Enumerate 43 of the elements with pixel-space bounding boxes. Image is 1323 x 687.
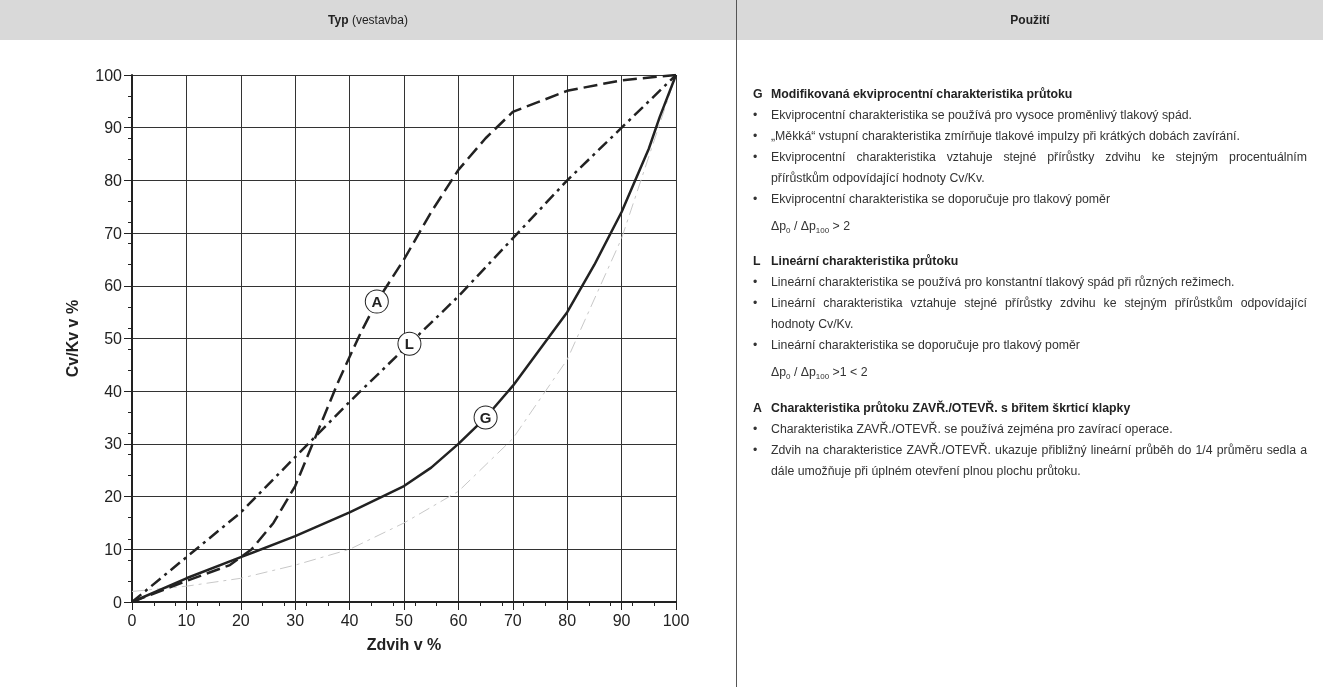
x-tick-label: 20 — [231, 611, 250, 629]
x-tick-label: 70 — [503, 611, 522, 629]
y-tick-label: 100 — [95, 66, 123, 84]
text: G Modifikovaná ekviprocentní charakteristika průtoku — [753, 86, 1073, 103]
y-tick-label: 20 — [104, 488, 123, 506]
y-tick-label: 10 — [104, 540, 123, 558]
series-label: L — [404, 335, 415, 353]
x-axis-title: Zdvih v % — [366, 635, 442, 653]
text: • Ekviprocentní charakteristika vztahuje stejné přírůstky zdvihu ke stejným procentuálním přírůstkům odpovídající hodnoty Cv/Kv. — [753, 149, 1307, 187]
x-tick-label: 30 — [286, 611, 305, 629]
text: • Ekviprocentní charakteristika se používá pro vysoce proměnlivý tlakový spád. — [753, 107, 1193, 124]
chart-title: Typ (vestavba) — [328, 13, 408, 27]
x-tick-label: 10 — [177, 611, 196, 629]
x-tick-label: 40 — [340, 611, 359, 629]
text: Použití — [1010, 13, 1050, 27]
x-tick-label: 60 — [449, 611, 468, 629]
y-tick-label: 70 — [104, 224, 123, 242]
text: • Zdvih na charakteristice ZAVŘ./OTEVŘ. ukazuje přibližný lineární průběh do 1/4 průměru sedla a dále umožňuje při úplném otevření plnou plochu průtoku. — [753, 441, 1307, 480]
y-tick-label: 90 — [104, 119, 123, 137]
x-tick-label: 90 — [612, 611, 631, 629]
y-tick-label: 30 — [104, 435, 123, 453]
text: • Lineární charakteristika vztahuje stejné přírůstky zdvihu ke stejným přírůstkům odpovídající hodnoty Cv/Kv. — [753, 295, 1307, 334]
text: Δp$_{0}$ / Δp$_{100}$ > 2 — [770, 218, 852, 238]
x-tick-label: 80 — [558, 611, 577, 629]
y-tick-label: 0 — [113, 593, 123, 611]
x-tick-label: 100 — [662, 611, 690, 629]
text: • „Měkká“ vstupní charakteristika zmírňuje tlakové impulzy při krátkých dobách zavírání. — [753, 128, 1240, 145]
text: • Charakteristika ZAVŘ./OTEVŘ. se používá zejména pro zavírací operace. — [753, 420, 1173, 438]
series-label: A — [371, 293, 383, 311]
text: • Lineární charakteristika se doporučuje pro tlakový poměr — [753, 337, 1080, 355]
text: • Lineární charakteristika se používá pro konstantní tlakový spád při různých režimech. — [753, 274, 1235, 292]
text: L Lineární charakteristika průtoku — [753, 253, 959, 271]
x-tick-label: 50 — [395, 611, 413, 629]
series-label: G — [479, 409, 492, 427]
y-axis-title: Cv/Kv v % — [63, 299, 81, 378]
text: • Ekviprocentní charakteristika se doporučuje pro tlakový poměr — [753, 191, 1111, 208]
y-tick-label: 50 — [104, 330, 123, 347]
y-tick-label: 80 — [104, 171, 123, 189]
text: A Charakteristika průtoku ZAVŘ./OTEVŘ. s břitem škrticí klapky — [753, 399, 1131, 417]
x-tick-label: 0 — [127, 611, 137, 629]
y-tick-label: 60 — [104, 277, 123, 295]
y-tick-label: 40 — [104, 382, 123, 400]
text: Δp$_{0}$ / Δp$_{100}$ >1 < 2 — [770, 364, 869, 384]
